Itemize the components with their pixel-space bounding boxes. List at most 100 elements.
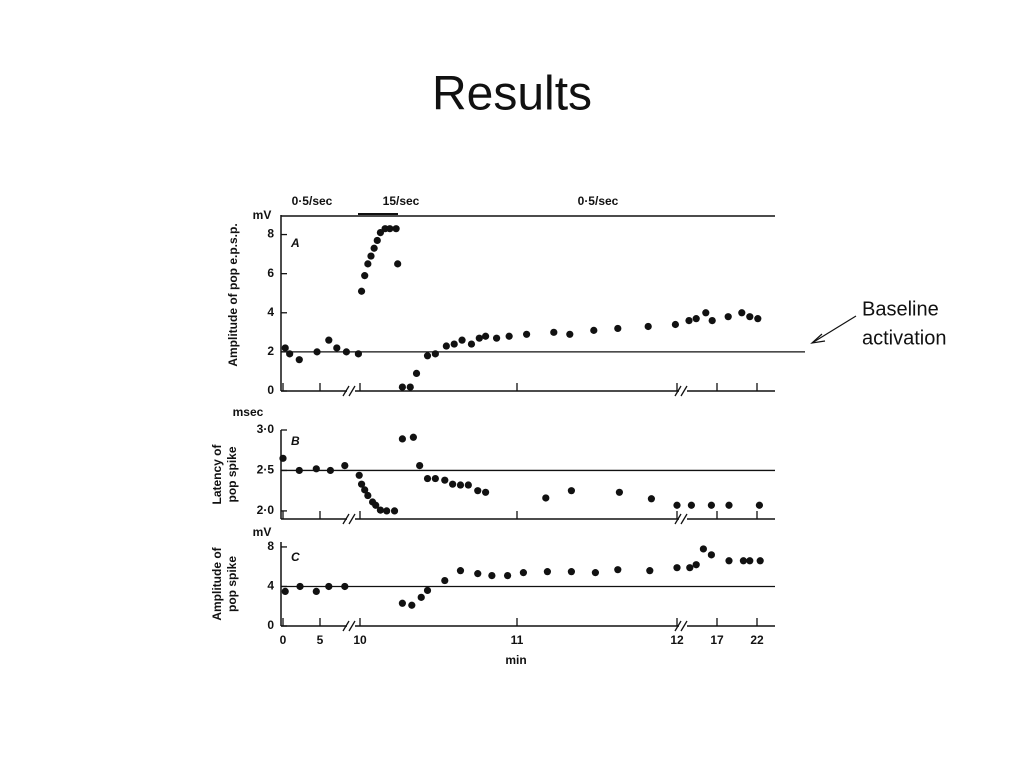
y-tick-label: 3·0: [257, 422, 275, 436]
axis-break: [680, 620, 688, 632]
data-point: [687, 501, 696, 509]
data-point: [590, 326, 598, 334]
data-point: [295, 466, 303, 475]
stimulus-label: 0·5/sec: [292, 194, 333, 208]
y-tick-label: 4: [267, 305, 274, 319]
data-point: [450, 340, 458, 348]
data-point: [488, 572, 496, 580]
x-tick-label: 10: [353, 633, 367, 647]
data-point: [738, 309, 746, 317]
data-point: [281, 587, 289, 596]
data-point: [406, 383, 414, 391]
data-point: [567, 568, 576, 576]
data-point: [383, 507, 391, 515]
y-tick-label: 2·0: [257, 503, 275, 517]
data-point: [542, 494, 550, 502]
data-point: [755, 501, 764, 509]
data-point: [724, 313, 732, 321]
data-point: [614, 324, 622, 333]
data-point: [523, 330, 531, 338]
annotation-line: Baseline: [862, 298, 939, 320]
stimulus-label: 15/sec: [383, 194, 420, 208]
x-tick-label: 22: [750, 633, 764, 647]
data-point: [357, 287, 366, 295]
y-tick-label: 0: [267, 383, 274, 397]
data-point: [449, 480, 457, 488]
data-point: [475, 334, 483, 342]
y-tick-label: 2: [267, 344, 274, 358]
data-point: [708, 317, 716, 325]
annotation-line: activation: [862, 327, 947, 349]
data-point: [644, 322, 652, 331]
data-point: [392, 225, 400, 233]
data-point: [376, 506, 385, 514]
data-point: [692, 315, 700, 323]
data-point: [646, 567, 654, 575]
data-point: [431, 350, 439, 358]
axis-break: [348, 385, 356, 397]
axis-break: [674, 513, 682, 525]
data-point: [707, 551, 716, 559]
data-point: [492, 334, 501, 342]
data-point: [615, 488, 624, 496]
data-point: [673, 501, 681, 509]
data-point: [372, 501, 380, 509]
data-point: [296, 582, 304, 591]
data-point: [725, 557, 733, 565]
data-point: [312, 587, 320, 596]
data-point: [390, 507, 399, 515]
data-point: [367, 252, 375, 260]
data-point: [364, 260, 372, 268]
data-point: [354, 350, 362, 358]
axis-break: [342, 620, 350, 632]
data-point: [441, 476, 449, 484]
data-point: [456, 481, 465, 489]
data-point: [431, 474, 439, 483]
data-point: [398, 435, 406, 443]
panel-label: B: [291, 434, 300, 448]
data-point: [482, 332, 490, 340]
x-tick-label: 17: [710, 633, 724, 647]
data-point: [503, 572, 512, 580]
data-point: [313, 348, 321, 356]
axis-break: [342, 513, 350, 525]
data-point: [386, 225, 394, 233]
data-point: [361, 272, 369, 280]
slide-title: Results: [432, 68, 592, 121]
data-point: [754, 315, 762, 323]
data-point: [692, 561, 700, 569]
data-point: [394, 260, 402, 268]
y-unit: msec: [233, 405, 264, 419]
y-tick-label: 0: [267, 618, 274, 632]
data-point: [408, 601, 416, 609]
data-point: [312, 465, 320, 473]
axis-break: [674, 385, 682, 397]
data-point: [417, 593, 425, 601]
data-point: [325, 582, 333, 591]
data-point: [326, 466, 334, 475]
data-point: [416, 462, 424, 470]
x-tick-label: 5: [317, 633, 324, 647]
data-point: [482, 488, 490, 496]
data-point: [295, 356, 303, 364]
data-point: [456, 567, 465, 575]
data-point: [566, 330, 574, 338]
data-point: [464, 481, 472, 489]
data-point: [373, 236, 381, 245]
data-point: [702, 309, 710, 317]
data-point: [423, 352, 432, 360]
data-point: [746, 557, 754, 565]
y-tick-label: 2·5: [257, 463, 275, 477]
data-point: [567, 487, 576, 495]
y-tick-label: 8: [267, 227, 274, 241]
data-point: [286, 350, 294, 358]
y-axis-label: Amplitude of: [210, 546, 224, 620]
axis-break: [348, 513, 356, 525]
data-point: [398, 383, 406, 391]
y-tick-label: 6: [267, 266, 274, 280]
stimulus-label: 0·5/sec: [578, 194, 619, 208]
data-point: [355, 471, 363, 479]
data-point: [746, 313, 754, 321]
